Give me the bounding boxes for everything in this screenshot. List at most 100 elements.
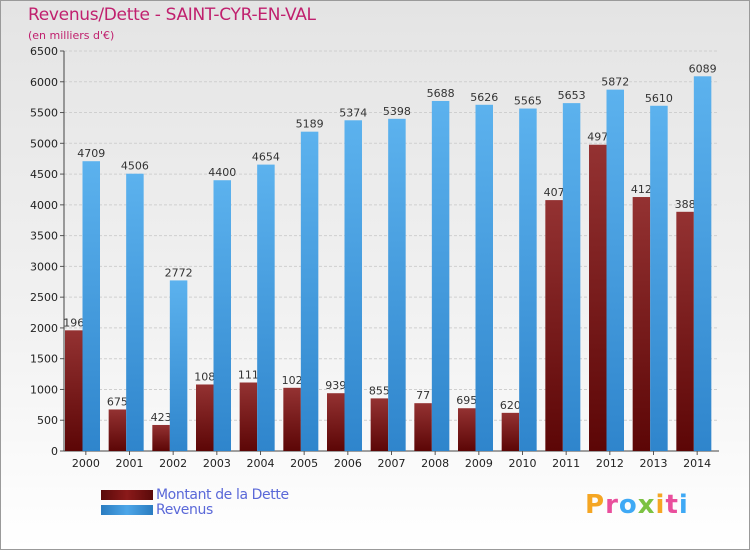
bar-dette: [108, 409, 127, 451]
data-label-dette: 855: [369, 384, 390, 397]
data-label-dette: 497: [587, 131, 608, 144]
y-tick-label: 3500: [30, 230, 58, 243]
logo-letter: i: [678, 490, 689, 520]
data-label-revenus: 5872: [601, 76, 629, 89]
logo-letter: r: [605, 490, 619, 520]
bar-dette: [414, 403, 432, 451]
data-label-revenus: 5688: [427, 87, 455, 100]
bar-revenus: [650, 105, 668, 452]
y-tick-label: 500: [37, 414, 58, 427]
data-label-dette: 196: [63, 316, 84, 329]
bar-revenus: [431, 100, 450, 451]
y-tick-label: 6000: [30, 76, 58, 89]
data-label-revenus: 5398: [383, 105, 411, 118]
x-tick-label: 2004: [247, 457, 275, 470]
bar-revenus: [82, 161, 100, 451]
bar-dette: [589, 144, 607, 451]
x-tick-label: 2003: [203, 457, 231, 470]
bar-revenus: [519, 108, 537, 452]
y-tick-label: 1000: [30, 383, 58, 396]
logo-letter: P: [585, 490, 606, 520]
data-label-dette: 407: [544, 186, 565, 199]
bar-dette: [458, 408, 476, 451]
x-tick-label: 2012: [596, 457, 624, 470]
data-label-revenus: 5653: [558, 89, 586, 102]
legend-label-revenus: Revenus: [156, 502, 213, 518]
x-tick-label: 2007: [378, 457, 406, 470]
data-label-dette: 77: [416, 389, 430, 402]
bar-dette: [370, 398, 389, 451]
data-label-dette: 695: [456, 394, 477, 407]
bar-revenus: [169, 280, 188, 451]
bar-dette: [152, 424, 170, 451]
x-tick-label: 2005: [290, 457, 318, 470]
bar-dette: [501, 412, 520, 451]
bar-dette: [545, 200, 563, 451]
proxiti-logo: Proxiti: [585, 490, 689, 520]
data-label-revenus: 5626: [470, 91, 498, 104]
bar-revenus: [562, 103, 581, 451]
data-label-dette: 388: [675, 198, 696, 211]
y-tick-label: 3000: [30, 260, 58, 273]
x-tick-label: 2002: [159, 457, 187, 470]
data-label-revenus: 5374: [339, 106, 367, 119]
bar-dette: [65, 330, 83, 451]
data-label-revenus: 6089: [689, 62, 717, 75]
data-label-revenus: 4709: [77, 147, 105, 160]
bar-revenus: [213, 180, 231, 451]
bar-revenus: [344, 120, 362, 452]
chart-subtitle: (en milliers d'€): [28, 29, 115, 42]
bar-revenus: [475, 104, 493, 452]
data-label-dette: 108: [194, 370, 215, 383]
bar-revenus: [606, 89, 624, 452]
bar-dette: [327, 393, 345, 451]
bar-revenus: [693, 76, 712, 452]
logo-letter: t: [665, 490, 679, 520]
y-tick-label: 4500: [30, 168, 58, 181]
y-tick-label: 1500: [30, 353, 58, 366]
bar-dette: [283, 387, 301, 451]
data-label-revenus: 5189: [296, 118, 324, 131]
y-tick-label: 5500: [30, 107, 58, 120]
x-tick-label: 2009: [465, 457, 493, 470]
bar-dette: [196, 384, 214, 451]
data-label-dette: 620: [500, 399, 521, 412]
y-tick-label: 6500: [30, 45, 58, 58]
data-label-revenus: 4400: [208, 166, 236, 179]
y-tick-label: 2000: [30, 322, 58, 335]
data-label-revenus: 5610: [645, 92, 673, 105]
y-tick-label: 2500: [30, 291, 58, 304]
bar-dette: [676, 211, 694, 451]
bar-revenus: [257, 164, 275, 451]
logo-letter: o: [618, 490, 638, 520]
legend-swatch-dette: [101, 490, 153, 500]
y-tick-label: 4000: [30, 199, 58, 212]
x-tick-label: 2000: [72, 457, 100, 470]
data-label-dette: 111: [238, 369, 259, 382]
data-label-revenus: 5565: [514, 95, 542, 108]
data-label-dette: 675: [107, 395, 128, 408]
y-tick-label: 0: [51, 445, 58, 458]
data-label-dette: 102: [282, 374, 303, 387]
data-label-dette: 412: [631, 183, 652, 196]
y-tick-label: 5000: [30, 137, 58, 150]
chart-title: Revenus/Dette - SAINT-CYR-EN-VAL: [28, 5, 316, 25]
data-label-revenus: 2772: [165, 266, 193, 279]
x-tick-label: 2001: [116, 457, 144, 470]
bar-revenus: [126, 173, 144, 451]
logo-letter: x: [637, 490, 656, 520]
bar-revenus: [300, 131, 319, 451]
x-tick-label: 2008: [421, 457, 449, 470]
data-label-dette: 939: [325, 379, 346, 392]
legend-label-dette: Montant de la Dette: [156, 487, 289, 503]
data-label-revenus: 4506: [121, 160, 149, 173]
x-tick-label: 2013: [640, 457, 668, 470]
x-tick-label: 2014: [683, 457, 711, 470]
data-label-dette: 423: [151, 411, 172, 424]
bar-dette: [632, 197, 651, 451]
logo-letter: i: [655, 490, 666, 520]
bar-revenus: [388, 118, 406, 452]
bar-dette: [239, 382, 258, 451]
